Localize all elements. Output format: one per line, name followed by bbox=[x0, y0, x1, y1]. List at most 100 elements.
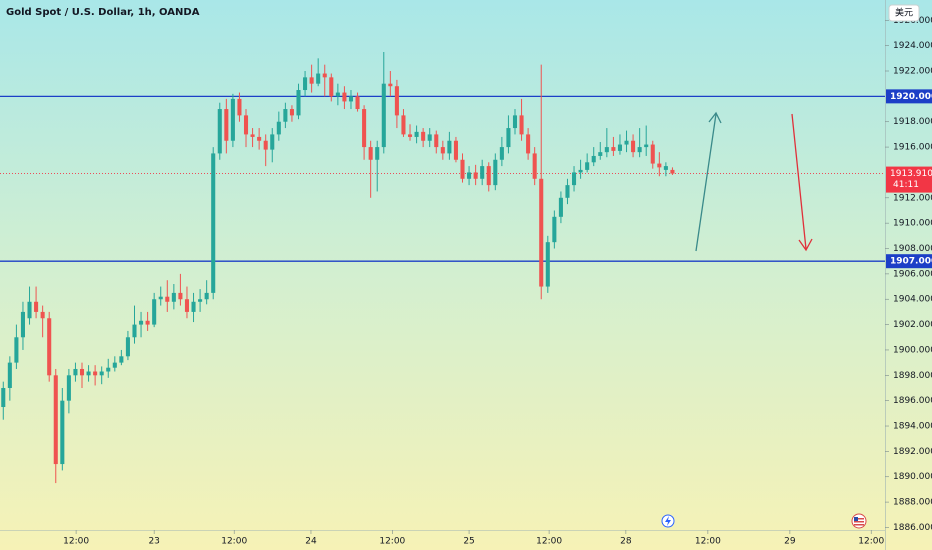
candle-body bbox=[211, 153, 216, 293]
candle-body bbox=[106, 367, 111, 372]
x-tick-label: 12:00 bbox=[63, 537, 89, 547]
candle-body bbox=[73, 368, 78, 376]
candle-body bbox=[670, 169, 675, 174]
candle-body bbox=[329, 77, 334, 97]
candle-body bbox=[47, 318, 52, 376]
candle-body bbox=[506, 128, 511, 148]
y-tick-label: 1912.000 bbox=[893, 193, 932, 203]
candle-body bbox=[152, 299, 157, 325]
candle-body bbox=[545, 242, 550, 287]
candle-body bbox=[276, 121, 281, 135]
candle-body bbox=[316, 73, 321, 84]
candle-body bbox=[342, 92, 347, 102]
candle-body bbox=[217, 109, 222, 154]
chart-title: Gold Spot / U.S. Dollar, 1h, OANDA bbox=[6, 7, 200, 18]
candle-body bbox=[453, 140, 458, 160]
y-tick-label: 1906.000 bbox=[893, 269, 932, 279]
candle-body bbox=[79, 368, 85, 376]
candle-body bbox=[270, 134, 275, 150]
candle-body bbox=[532, 153, 537, 179]
candle-body bbox=[388, 83, 393, 87]
candle-body bbox=[631, 140, 636, 153]
candle-body bbox=[663, 166, 668, 170]
candle-body bbox=[7, 362, 12, 388]
y-tick-label: 1908.000 bbox=[893, 244, 932, 254]
candle-body bbox=[198, 299, 203, 302]
y-tick-label: 1892.000 bbox=[893, 447, 932, 457]
last-price-label: 1913.910 bbox=[890, 169, 932, 179]
y-tick-label: 1888.000 bbox=[893, 498, 932, 508]
candle-body bbox=[427, 134, 432, 141]
price-line-label: 1920.000 bbox=[890, 92, 932, 102]
candle-body bbox=[257, 136, 262, 141]
event-icon[interactable] bbox=[661, 514, 675, 528]
candle-body bbox=[204, 292, 209, 300]
candle-body bbox=[60, 400, 65, 465]
candle-body bbox=[539, 178, 544, 287]
candle-body bbox=[558, 197, 563, 217]
x-tick-label: 23 bbox=[148, 537, 159, 547]
candle-body bbox=[572, 172, 577, 186]
axis-layer: 1926.0001924.0001922.0001918.0001916.000… bbox=[63, 16, 932, 547]
candle-body bbox=[243, 115, 249, 135]
candle-body bbox=[394, 86, 399, 116]
x-tick-label: 28 bbox=[620, 537, 632, 547]
candle-body bbox=[112, 362, 117, 368]
flag-icon[interactable] bbox=[851, 513, 867, 529]
price-line-label: 1907.000 bbox=[890, 257, 932, 267]
y-tick-label: 1902.000 bbox=[893, 320, 932, 330]
candle-body bbox=[650, 144, 655, 164]
candle-body bbox=[480, 166, 485, 179]
candle-body bbox=[585, 162, 590, 170]
candle-body bbox=[53, 375, 58, 465]
y-tick-label: 1918.000 bbox=[893, 117, 932, 127]
candle-body bbox=[591, 155, 596, 163]
x-tick-label: 12:00 bbox=[858, 537, 884, 547]
y-tick-label: 1898.000 bbox=[893, 371, 932, 381]
candle-body bbox=[283, 109, 288, 122]
candle-body bbox=[624, 140, 629, 145]
candle-body bbox=[171, 292, 176, 302]
currency-label[interactable]: 美元 bbox=[895, 7, 913, 19]
candle-body bbox=[604, 147, 609, 153]
x-tick-label: 24 bbox=[305, 537, 317, 547]
grid-layer bbox=[0, 95, 885, 262]
candle-body bbox=[303, 77, 308, 91]
candle-body bbox=[473, 172, 478, 179]
candle-body bbox=[27, 301, 32, 319]
x-tick-label: 29 bbox=[784, 537, 796, 547]
candle-body bbox=[611, 147, 616, 151]
y-tick-label: 1910.000 bbox=[893, 219, 932, 229]
candle-body bbox=[86, 371, 91, 376]
candle-body bbox=[375, 147, 380, 160]
price-line-tag bbox=[886, 254, 932, 269]
candles bbox=[1, 51, 675, 484]
candle-body bbox=[322, 73, 327, 78]
candle-body bbox=[348, 96, 354, 102]
candle-body bbox=[401, 115, 406, 135]
currency-button[interactable] bbox=[888, 4, 920, 22]
candle-body bbox=[407, 134, 413, 137]
candle-body bbox=[493, 159, 498, 186]
candle-body bbox=[250, 134, 255, 137]
candle-body bbox=[40, 311, 45, 319]
candle-body bbox=[362, 109, 367, 148]
candle-body bbox=[191, 301, 196, 312]
candle-body bbox=[263, 140, 268, 150]
y-tick-label: 1904.000 bbox=[893, 295, 932, 305]
x-tick-label: 12:00 bbox=[695, 537, 721, 547]
candle-body bbox=[552, 216, 557, 243]
candle-body bbox=[637, 147, 642, 153]
candle-body bbox=[309, 77, 314, 84]
candle-body bbox=[14, 337, 19, 363]
candle-body bbox=[93, 371, 98, 376]
candle-body bbox=[125, 337, 130, 357]
candle-body bbox=[132, 324, 137, 338]
candle-body bbox=[178, 292, 183, 300]
candle-body bbox=[237, 98, 242, 116]
candle-body bbox=[644, 144, 649, 148]
candle-body bbox=[447, 140, 452, 154]
x-tick-label: 25 bbox=[463, 537, 474, 547]
